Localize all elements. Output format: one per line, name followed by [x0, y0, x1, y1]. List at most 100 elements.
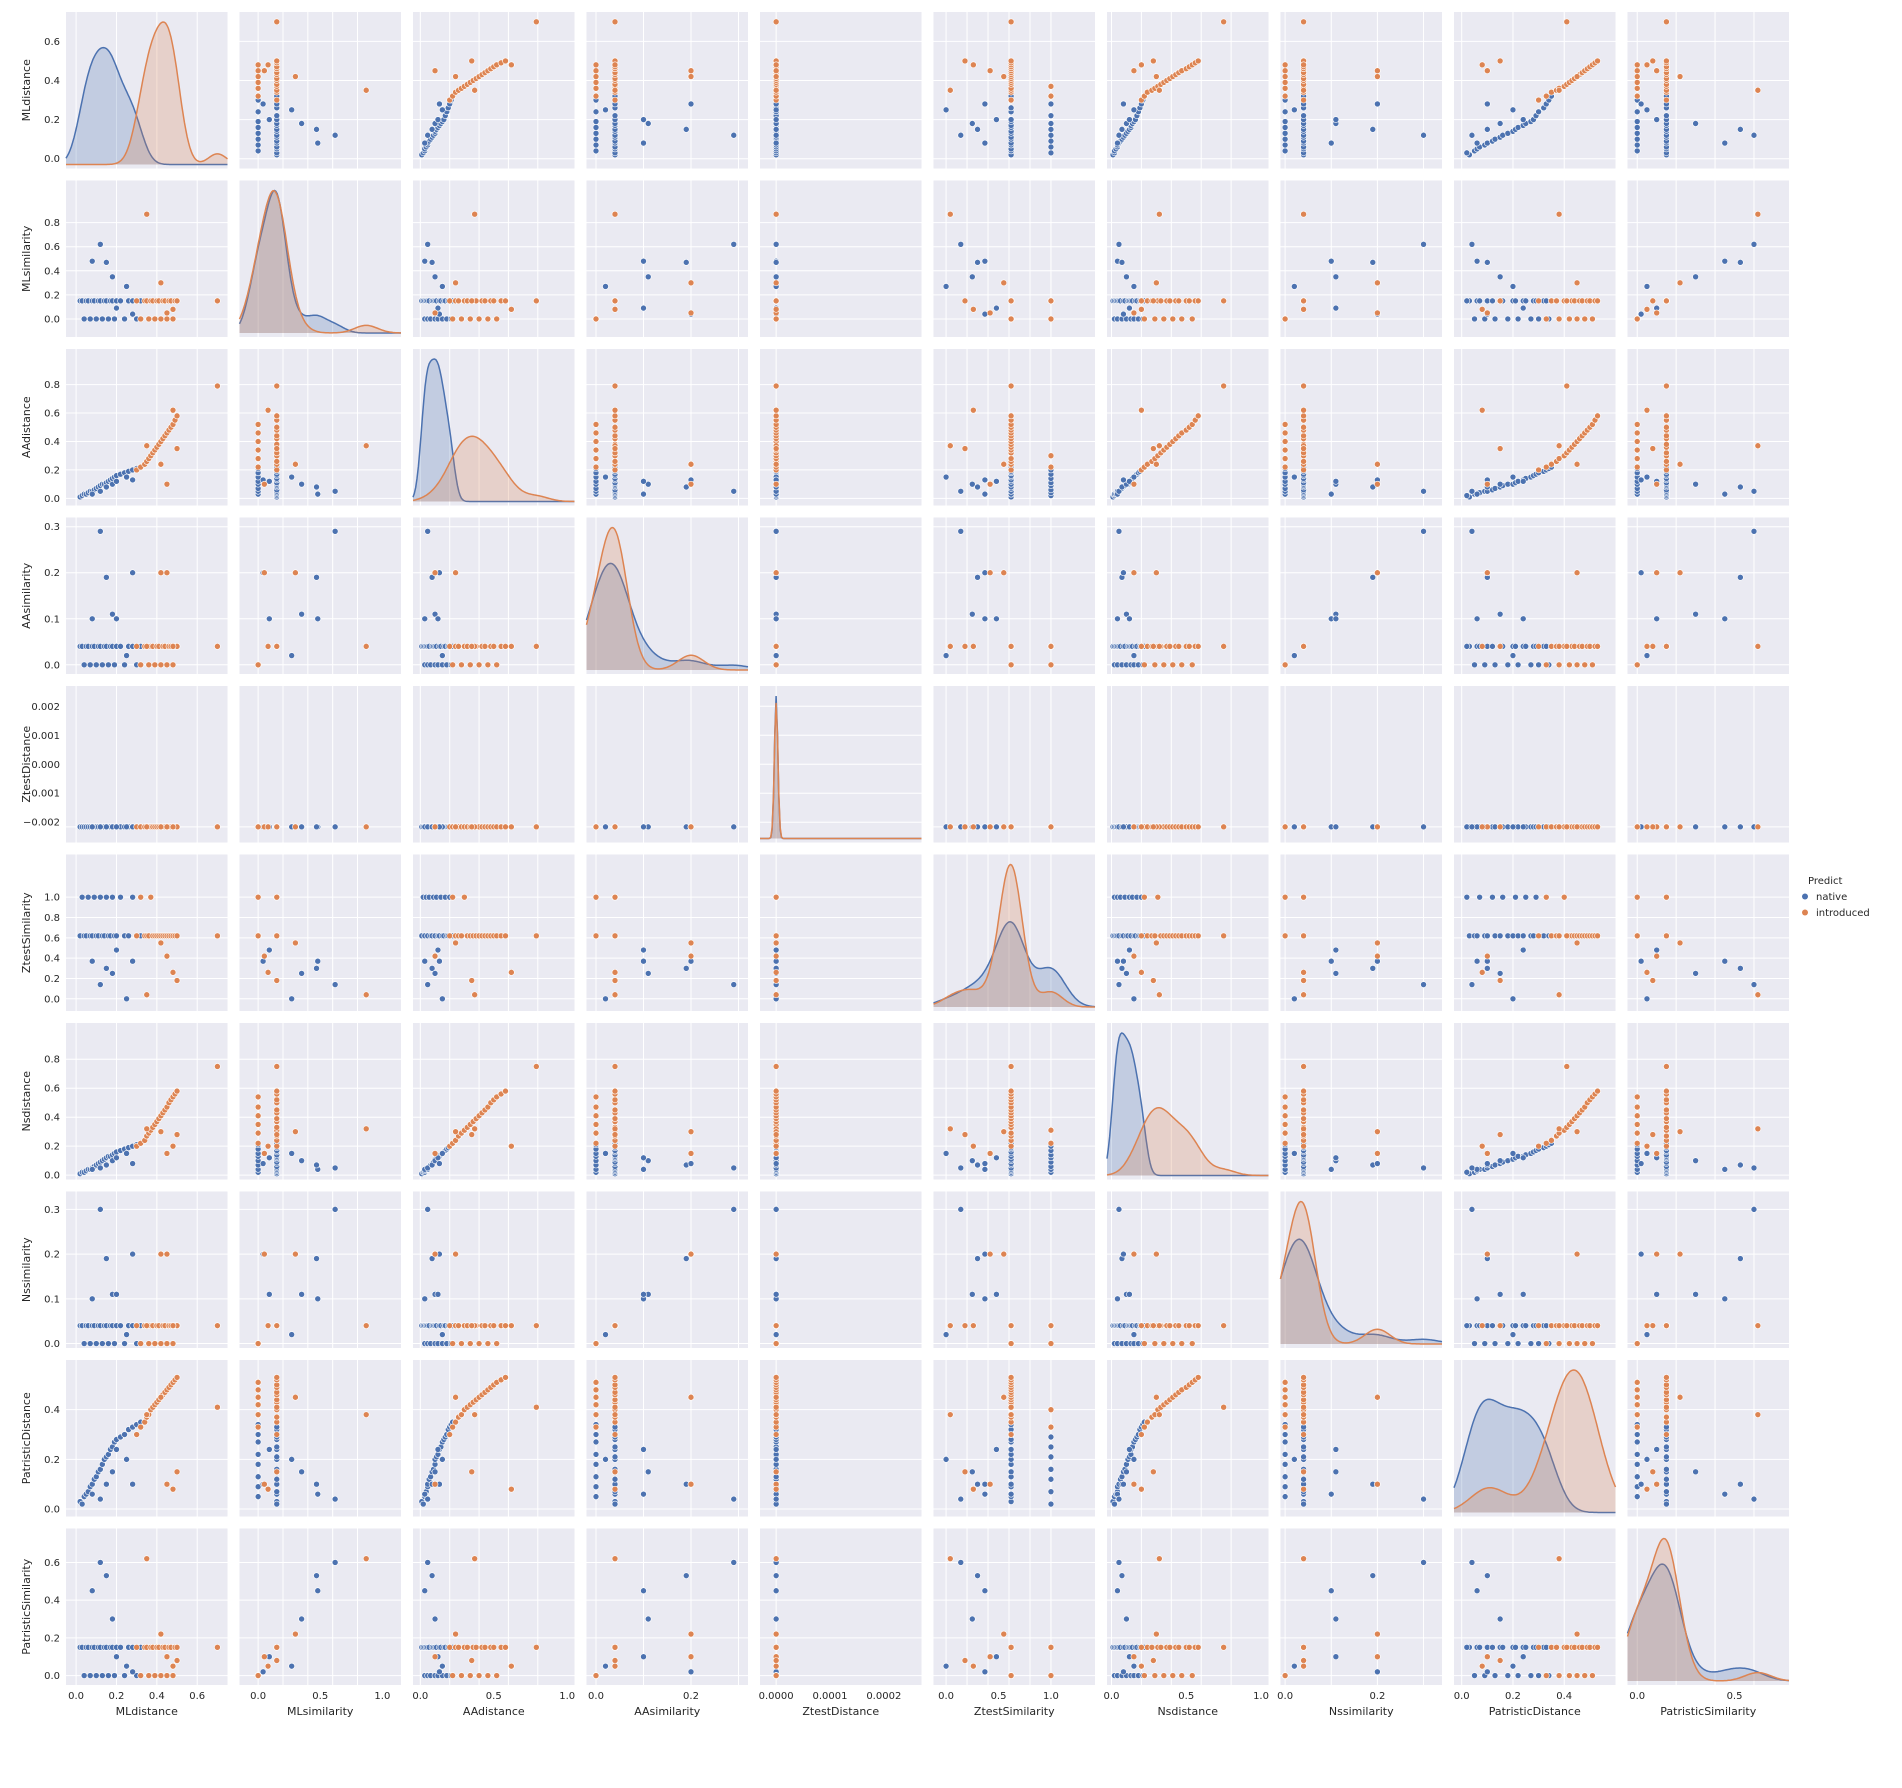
point-native: [957, 241, 965, 248]
point-introduced: [772, 1131, 780, 1138]
y-tick-label: 0.8: [44, 913, 60, 924]
panel-nssimilarity-vs-ztest-distance: [760, 1191, 922, 1348]
point-introduced: [592, 79, 600, 86]
point-native: [80, 1340, 88, 1347]
panel-background: [239, 349, 401, 506]
panel-mlsimilarity-vs-patristic-distance: [1454, 180, 1616, 337]
point-introduced: [458, 932, 465, 940]
point-native: [981, 476, 989, 484]
point-native: [1463, 1322, 1471, 1329]
point-native: [92, 315, 100, 323]
point-introduced: [1676, 823, 1684, 831]
point-introduced: [961, 1322, 969, 1329]
point-introduced: [1300, 1131, 1307, 1138]
point-introduced: [1633, 823, 1641, 831]
point-introduced: [986, 67, 994, 74]
point-native: [254, 124, 262, 131]
point-native: [1509, 823, 1517, 831]
point-introduced: [362, 991, 370, 999]
point-introduced: [1542, 463, 1550, 471]
point-introduced: [772, 86, 780, 94]
point-native: [331, 823, 339, 831]
point-introduced: [1169, 661, 1177, 669]
point-introduced: [1150, 297, 1157, 305]
point-introduced: [145, 315, 153, 323]
y-tick-label: −0.002: [23, 818, 60, 829]
point-native: [1519, 304, 1527, 312]
point-native: [640, 946, 647, 954]
point-native: [1643, 283, 1651, 290]
point-introduced: [261, 67, 268, 74]
point-native: [1496, 1291, 1504, 1298]
point-introduced: [1478, 406, 1486, 414]
point-native: [254, 118, 262, 125]
point-native: [1514, 1340, 1522, 1347]
point-introduced: [446, 1322, 454, 1329]
panel-aadistance-vs-patristic-similarity: [1627, 349, 1789, 506]
point-introduced: [273, 1131, 281, 1138]
point-introduced: [533, 1322, 540, 1329]
point-introduced: [1300, 969, 1307, 976]
point-introduced: [1484, 67, 1491, 74]
point-introduced: [471, 86, 478, 94]
point-native: [1291, 1150, 1298, 1157]
point-introduced: [254, 1340, 262, 1347]
point-native: [88, 957, 96, 965]
point-native: [428, 259, 436, 266]
point-introduced: [1573, 73, 1581, 80]
point-native: [1126, 116, 1133, 123]
panel-mlsimilarity-vs-nssimilarity: [1280, 180, 1442, 337]
point-introduced: [1178, 1340, 1186, 1347]
point-introduced: [1535, 932, 1542, 940]
point-introduced: [1160, 661, 1168, 669]
point-introduced: [169, 306, 177, 313]
point-introduced: [143, 210, 151, 218]
point-native: [266, 946, 273, 954]
point-introduced: [1555, 991, 1563, 999]
point-introduced: [1484, 480, 1491, 488]
point-introduced: [292, 939, 299, 947]
point-native: [1473, 139, 1481, 147]
point-introduced: [1281, 823, 1289, 831]
point-introduced: [1594, 1087, 1601, 1095]
point-native: [640, 478, 647, 485]
point-native: [1643, 106, 1651, 114]
point-introduced: [1300, 423, 1307, 431]
point-native: [1496, 480, 1504, 488]
point-native: [730, 981, 738, 988]
y-tick-label: 0.3: [44, 522, 60, 533]
kde-fill-native: [586, 563, 748, 670]
point-native: [1633, 147, 1641, 155]
point-introduced: [431, 1150, 439, 1157]
point-introduced: [772, 382, 780, 390]
point-introduced: [490, 643, 498, 650]
point-introduced: [254, 1103, 262, 1111]
point-introduced: [1220, 297, 1227, 305]
panel-ztest-similarity-vs-nsdistance: [1107, 854, 1269, 1011]
point-introduced: [592, 1112, 600, 1120]
y-tick-label: 0.0: [44, 494, 60, 505]
point-native: [1291, 823, 1298, 831]
point-introduced: [592, 446, 600, 454]
point-native: [331, 981, 339, 988]
point-introduced: [592, 84, 600, 92]
point-introduced: [1484, 1250, 1491, 1258]
point-introduced: [1281, 661, 1289, 669]
panel-background: [586, 686, 748, 843]
point-native: [640, 1291, 647, 1298]
point-introduced: [986, 480, 994, 488]
point-introduced: [1150, 57, 1157, 65]
point-introduced: [508, 306, 515, 313]
point-introduced: [1663, 1132, 1670, 1140]
point-native: [103, 483, 110, 491]
point-native: [1123, 970, 1130, 977]
point-introduced: [502, 1087, 509, 1095]
point-native: [969, 480, 976, 488]
y-axis-label: MLdistance: [20, 59, 33, 121]
point-native: [121, 1340, 128, 1347]
point-introduced: [1300, 1096, 1307, 1104]
point-native: [1281, 118, 1289, 125]
point-native: [1489, 643, 1496, 650]
point-native: [1532, 893, 1540, 901]
